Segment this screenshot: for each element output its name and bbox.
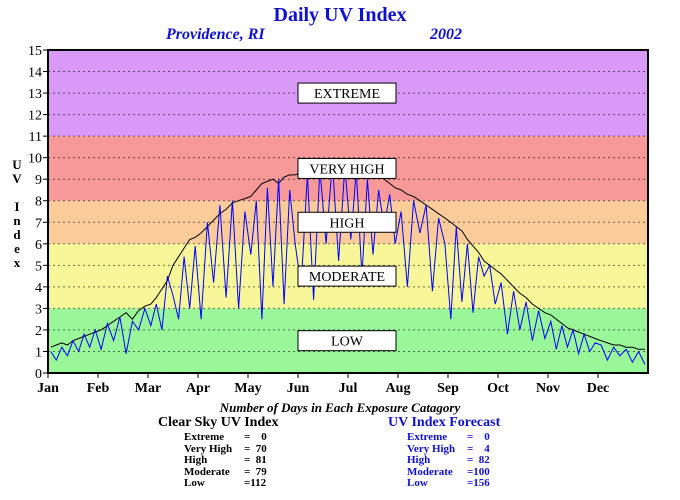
y-tick-label: 12 [28,109,42,124]
y-axis-label-char [10,186,24,200]
year-label: 2002 [430,26,462,43]
forecast-title: UV Index Forecast [388,415,501,430]
count-label: Very High [184,442,233,455]
count-label: High [184,454,208,466]
y-tick-label: 10 [28,152,42,167]
x-tick-label: Mar [135,381,161,396]
x-tick-label: Jan [37,381,59,396]
y-tick-label: 5 [35,259,42,274]
band-label: VERY HIGH [309,162,384,177]
y-axis-label-char: d [13,227,21,242]
grid-lines [48,71,648,352]
count-row: High = 81 [184,454,278,467]
y-tick-label: 2 [35,324,42,339]
count-value: =112 [244,477,267,489]
y-axis-label-char: e [14,241,20,256]
count-label: Moderate [184,465,230,478]
x-tick-label: Oct [487,381,509,396]
y-axis-label-char: n [13,213,21,228]
y-tick-label: 13 [28,87,42,102]
y-tick-label: 14 [28,66,42,81]
count-value: = 0 [244,431,267,443]
x-tick-label: May [234,381,261,396]
count-row: Extreme = 0 [184,431,278,444]
count-label: Moderate [407,465,453,478]
series-line-forecast [50,161,646,365]
band-label: LOW [331,335,364,350]
count-value: =156 [467,477,490,489]
x-tick-labels: Jan Feb Mar Apr May Jun Jul Aug Sep Oct Nov Dec [37,373,609,396]
y-axis-label-char: x [13,255,21,270]
forecast-counts: UV Index Forecast Extreme = 0 Very High = … [388,415,500,490]
x-tick-label: Jun [287,381,310,396]
band-label: MODERATE [309,270,385,285]
y-tick-label: 7 [35,216,42,231]
y-tick-label: 9 [35,173,42,188]
y-axis-label-char: I [14,199,20,214]
x-tick-label: Apr [186,381,210,396]
count-row: Very High = 70 [184,442,278,456]
count-value: = 79 [244,465,267,478]
location-label: Providence, RI [166,26,265,43]
count-value: = 81 [244,454,267,466]
y-tick-label: 4 [35,281,42,296]
count-row: Extreme = 0 [407,431,500,444]
count-label: Low [184,477,205,489]
clear-sky-counts: Clear Sky UV Index Extreme = 0 Very High =… [158,415,278,490]
count-label: Extreme [184,431,225,443]
count-label: Extreme [407,431,448,443]
chart-title: Daily UV Index [273,4,407,26]
count-label: High [407,454,431,466]
count-label: Low [407,477,428,489]
count-label: Very High [407,442,456,455]
y-axis-label-char: V [12,171,22,186]
band-labels: LOW MODERATE HIGH VERY HIGH EXTREME [297,82,397,352]
count-row: Low =112 [184,477,278,490]
y-tick-label: 1 [35,345,42,360]
count-value: = 82 [467,454,490,466]
y-tick-label: 11 [29,130,42,145]
x-tick-label: Jul [339,381,358,396]
count-value: = 0 [467,431,490,443]
band-label-box [297,265,397,287]
count-row: Low =156 [407,477,500,490]
band-label-box [297,82,397,104]
x-tick-label: Feb [87,381,110,396]
x-tick-label: Sep [437,381,459,396]
y-tick-label: 8 [35,195,42,210]
x-tick-label: Aug [386,381,411,396]
count-row: Very High = 4 [407,442,500,456]
y-tick-label: 0 [35,367,42,382]
y-tick-label: 6 [35,238,42,253]
y-tick-label: 15 [28,44,42,59]
y-tick-label: 3 [35,302,42,317]
counts-caption: Number of Days in Each Exposure Catagory [219,400,461,415]
x-tick-label: Nov [536,381,560,396]
count-value: = 70 [244,442,267,455]
clear-sky-title: Clear Sky UV Index [158,415,279,430]
band-label-box [297,157,397,179]
x-tick-label: Dec [587,381,610,396]
count-value: = 4 [467,442,490,455]
y-axis-label-char: U [12,157,22,172]
band-label-box [297,211,397,233]
band-label-box [297,330,397,352]
count-row: Moderate = 79 [184,465,278,479]
count-row: High = 82 [407,454,500,467]
count-value: =100 [467,465,490,478]
count-row: Moderate =100 [407,465,500,479]
band-label: EXTREME [314,87,380,102]
band-label: HIGH [330,216,365,231]
